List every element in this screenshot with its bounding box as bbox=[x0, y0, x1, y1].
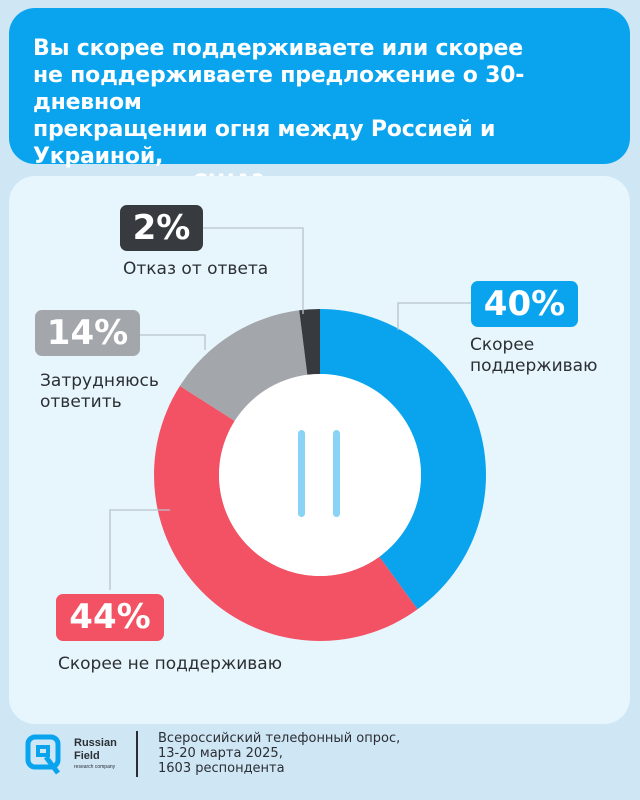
logo-wordmark: Russian Field bbox=[74, 737, 117, 763]
label-line: Затрудняюсь bbox=[40, 371, 159, 391]
survey-info: Всероссийский телефонный опрос, 13-20 ма… bbox=[158, 731, 400, 776]
center-mark-bar bbox=[333, 430, 340, 517]
question-title: Вы скорее поддерживаете или скорее не по… bbox=[33, 35, 604, 197]
survey-line: 1603 респондента bbox=[158, 761, 285, 776]
donut-hole bbox=[219, 374, 421, 576]
slice-refused bbox=[299, 309, 320, 375]
value-badge-refused: 2% bbox=[120, 205, 203, 251]
russian-field-logo-icon bbox=[25, 734, 61, 775]
slice-not-support bbox=[154, 386, 418, 641]
logo-line: Russian bbox=[74, 737, 117, 749]
label-not-support: Скорее не поддерживаю bbox=[58, 654, 283, 674]
title-line: Вы скорее поддерживаете или скорее bbox=[33, 36, 523, 61]
leader-line-not-support bbox=[109, 509, 170, 590]
value-badge-support: 40% bbox=[471, 281, 578, 327]
center-mark-bar bbox=[298, 430, 305, 517]
logo-line: Field bbox=[74, 750, 100, 762]
label-unsure: Затрудняюсь ответить bbox=[40, 371, 159, 413]
title-line: не поддерживаете предложение о 30-дневно… bbox=[33, 63, 525, 115]
leader-line-refused bbox=[203, 227, 304, 314]
value-badge-unsure: 14% bbox=[35, 310, 140, 356]
label-line: поддерживаю bbox=[470, 356, 598, 376]
logo-subtitle: research company bbox=[74, 764, 116, 770]
slice-support bbox=[320, 309, 486, 610]
value-badge-not-support: 44% bbox=[56, 594, 164, 641]
title-line: прекращении огня между Россией и Украино… bbox=[33, 117, 496, 169]
label-line: ответить bbox=[40, 392, 122, 412]
leader-line-support bbox=[397, 302, 480, 330]
footer-divider bbox=[136, 731, 138, 777]
slice-unsure bbox=[179, 310, 308, 421]
label-refused: Отказ от ответа bbox=[123, 259, 269, 279]
question-header: Вы скорее поддерживаете или скорее не по… bbox=[9, 8, 630, 196]
survey-line: 13-20 марта 2025, bbox=[158, 746, 283, 761]
label-line: Скорее bbox=[470, 335, 535, 355]
survey-line: Всероссийский телефонный опрос, bbox=[158, 731, 401, 746]
leader-line-unsure bbox=[140, 334, 206, 350]
label-support: Скорее поддерживаю bbox=[470, 335, 597, 377]
